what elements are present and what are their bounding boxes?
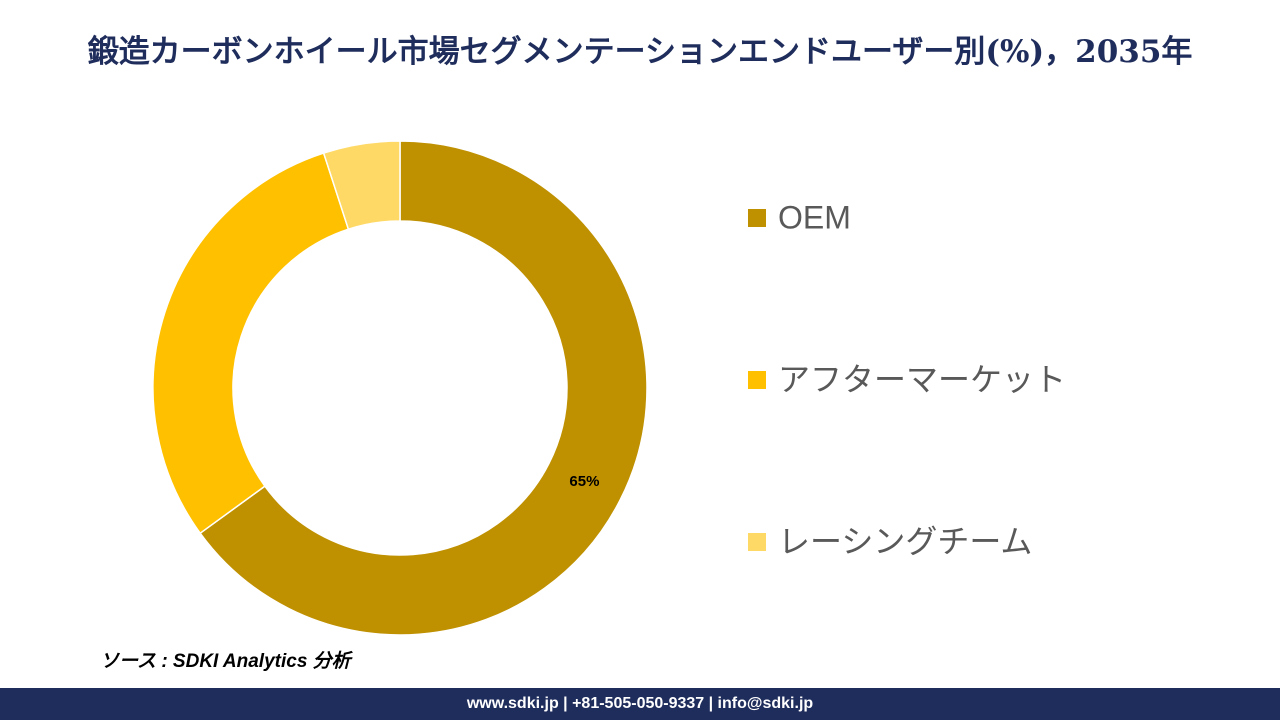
footer: www.sdki.jp | +81-505-050-9337 | info@sd… bbox=[0, 688, 1280, 720]
data-label: 65% bbox=[569, 473, 599, 490]
legend-label: アフターマーケット bbox=[778, 361, 1066, 397]
legend-swatch bbox=[748, 371, 766, 389]
source-note: ソース : SDKI Analytics 分析 bbox=[100, 651, 351, 672]
donut-slice bbox=[152, 152, 350, 535]
legend-label: レーシングチーム bbox=[778, 523, 1032, 559]
donut-slice bbox=[322, 140, 401, 231]
legend-swatch bbox=[748, 209, 766, 227]
legend-swatch bbox=[748, 533, 766, 551]
donut-slice bbox=[199, 140, 648, 636]
chart-title: 鍛造カーボンホイール市場セグメンテーションエンドユーザー別(%)，2035年 bbox=[87, 34, 1193, 70]
legend-label: OEM bbox=[778, 199, 851, 235]
